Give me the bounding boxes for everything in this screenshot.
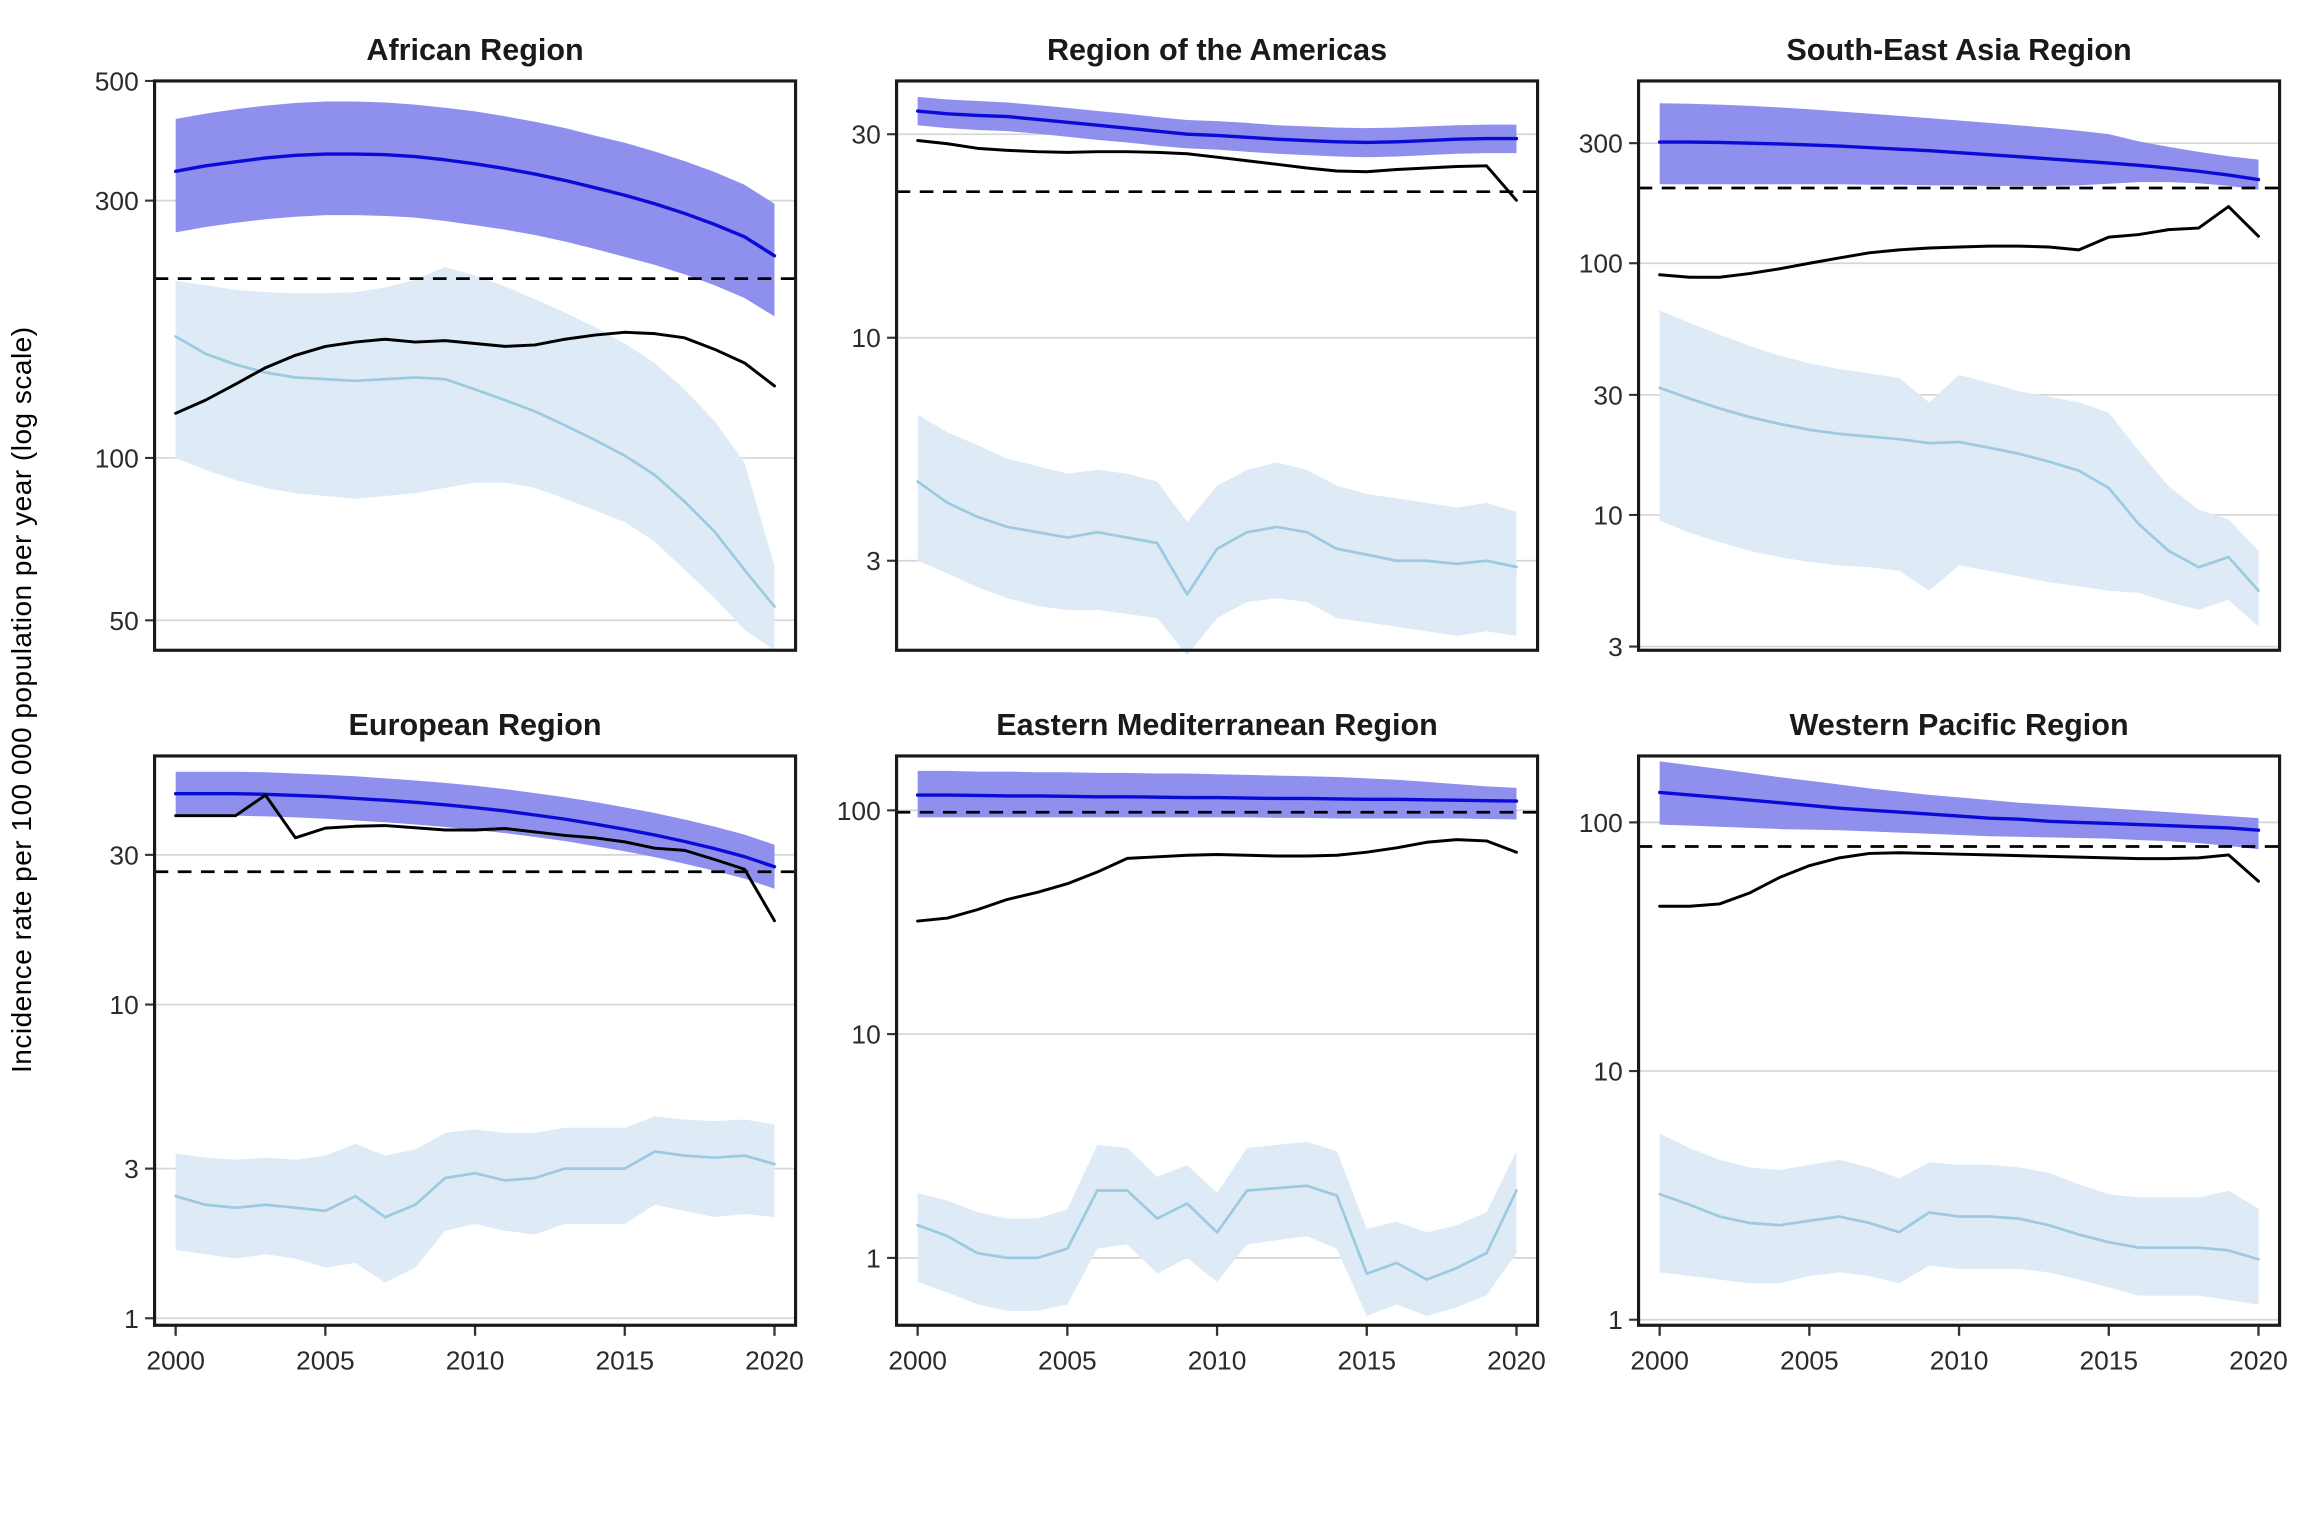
panel-border — [894, 754, 1540, 1327]
estimate-line-blue — [915, 109, 1519, 145]
estimate-line-blue — [173, 152, 777, 258]
x-tick-label: 2020 — [1487, 1346, 1546, 1376]
x-tick-label: 2020 — [2229, 1346, 2288, 1376]
y-tick-label: 30 — [109, 840, 138, 870]
x-tick-label: 2015 — [2079, 1346, 2138, 1376]
confidence-band-blue — [917, 96, 1517, 158]
y-tick-label: 10 — [1593, 500, 1622, 530]
estimate-line-blue — [173, 792, 777, 869]
estimate-line-blue — [915, 793, 1519, 803]
y-tick-label: 1 — [124, 1304, 139, 1334]
eastern-mediterranean-region-plot: 100 10 1 2000 2005 2010 2015 2020 Eastern Medite… — [837, 708, 1546, 1376]
y-tick-label: 3 — [866, 546, 881, 576]
panel-title: South-East Asia Region — [1786, 33, 2131, 67]
y-tick-label: 3 — [124, 1154, 139, 1184]
panel-border — [894, 79, 1540, 652]
panel-title: Region of the Americas — [1047, 33, 1387, 67]
panel-border — [1636, 754, 2282, 1327]
confidence-band-lightblue — [917, 1141, 1517, 1317]
y-tick-label: 10 — [851, 1020, 880, 1050]
y-tick-label: 10 — [1593, 1057, 1622, 1087]
confidence-band-blue — [1659, 761, 2259, 850]
notification-line-black — [1658, 851, 2260, 908]
notification-line-black — [174, 330, 776, 415]
x-tick-label: 2005 — [1038, 1346, 1097, 1376]
estimate-line-blue — [1657, 790, 2261, 832]
secondary-line-lightblue — [1658, 1192, 2260, 1261]
panel-title: Eastern Mediterranean Region — [996, 708, 1438, 742]
x-tick-label: 2000 — [146, 1346, 205, 1376]
panel-title: European Region — [349, 708, 602, 742]
y-tick-label: 10 — [109, 990, 138, 1020]
panel-european-region: 30 10 3 1 2000 2005 2010 2015 2020 European Regio… — [66, 701, 804, 1376]
confidence-band-lightblue — [175, 266, 775, 651]
x-tick-label: 2010 — [1188, 1346, 1247, 1376]
panel-eastern-mediterranean-region: 100 10 1 2000 2005 2010 2015 2020 Eastern Medite… — [808, 701, 1546, 1376]
confidence-band-blue — [175, 771, 775, 889]
panel-title: Western Pacific Region — [1790, 708, 2129, 742]
x-tick-label: 2000 — [888, 1346, 947, 1376]
panel-border — [1636, 79, 2282, 652]
confidence-band-lightblue — [1659, 310, 2259, 627]
y-tick-label: 100 — [1579, 808, 1623, 838]
panel-region-of-the-americas: 30 10 3 Region of the Americas — [808, 26, 1546, 701]
x-tick-label: 2020 — [745, 1346, 804, 1376]
x-tick-label: 2000 — [1630, 1346, 1689, 1376]
y-tick-label: 30 — [1593, 380, 1622, 410]
confidence-band-blue — [1659, 103, 2259, 190]
notification-line-black — [174, 793, 776, 923]
confidence-band-lightblue — [175, 1116, 775, 1283]
notification-line-black — [1658, 205, 2260, 279]
y-tick-label: 100 — [837, 796, 881, 826]
y-tick-label: 3 — [1608, 632, 1623, 662]
y-tick-label: 10 — [851, 323, 880, 353]
notification-line-black — [916, 139, 1518, 202]
y-tick-label: 50 — [109, 606, 138, 636]
y-axis-title: Incidence rate per 100 000 population pe… — [6, 326, 37, 1074]
secondary-line-lightblue — [916, 1184, 1518, 1281]
african-region-plot: 500 300 100 50 African Region — [95, 33, 798, 652]
secondary-line-lightblue — [1658, 386, 2260, 593]
y-tick-label: 100 — [95, 443, 139, 473]
y-tick-label: 1 — [1608, 1305, 1623, 1335]
secondary-line-lightblue — [174, 1150, 776, 1219]
x-tick-label: 2005 — [1780, 1346, 1839, 1376]
south-east-asia-region-plot: 300 100 30 10 3 South-East Asia Region — [1579, 33, 2282, 662]
secondary-line-lightblue — [174, 335, 776, 609]
y-tick-label: 30 — [851, 120, 880, 150]
panel-border — [152, 754, 798, 1327]
estimate-line-blue — [1657, 140, 2261, 182]
facet-grid: 500 300 100 50 African Region 30 10 3 Region of… — [66, 26, 2288, 1376]
x-tick-label: 2015 — [1337, 1346, 1396, 1376]
confidence-band-lightblue — [917, 414, 1517, 656]
panel-title: African Region — [366, 33, 583, 67]
x-tick-label: 2010 — [1930, 1346, 1989, 1376]
region-of-the-americas-plot: 30 10 3 Region of the Americas — [851, 33, 1540, 656]
panel-border — [152, 79, 798, 652]
x-tick-label: 2005 — [296, 1346, 355, 1376]
panel-south-east-asia-region: 300 100 30 10 3 South-East Asia Region — [1550, 26, 2288, 701]
confidence-band-blue — [917, 770, 1517, 820]
x-tick-label: 2015 — [595, 1346, 654, 1376]
panel-african-region: 500 300 100 50 African Region — [66, 26, 804, 701]
y-tick-label: 300 — [95, 186, 139, 216]
panel-western-pacific-region: 100 10 1 2000 2005 2010 2015 2020 Western Pacifi… — [1550, 701, 2288, 1376]
x-tick-label: 2010 — [446, 1346, 505, 1376]
y-tick-label: 300 — [1579, 129, 1623, 159]
secondary-line-lightblue — [916, 480, 1518, 596]
y-tick-label: 100 — [1579, 249, 1623, 279]
notification-line-black — [916, 838, 1518, 923]
y-tick-label: 500 — [95, 66, 139, 96]
confidence-band-lightblue — [1659, 1133, 2259, 1305]
y-tick-label: 1 — [866, 1243, 881, 1273]
